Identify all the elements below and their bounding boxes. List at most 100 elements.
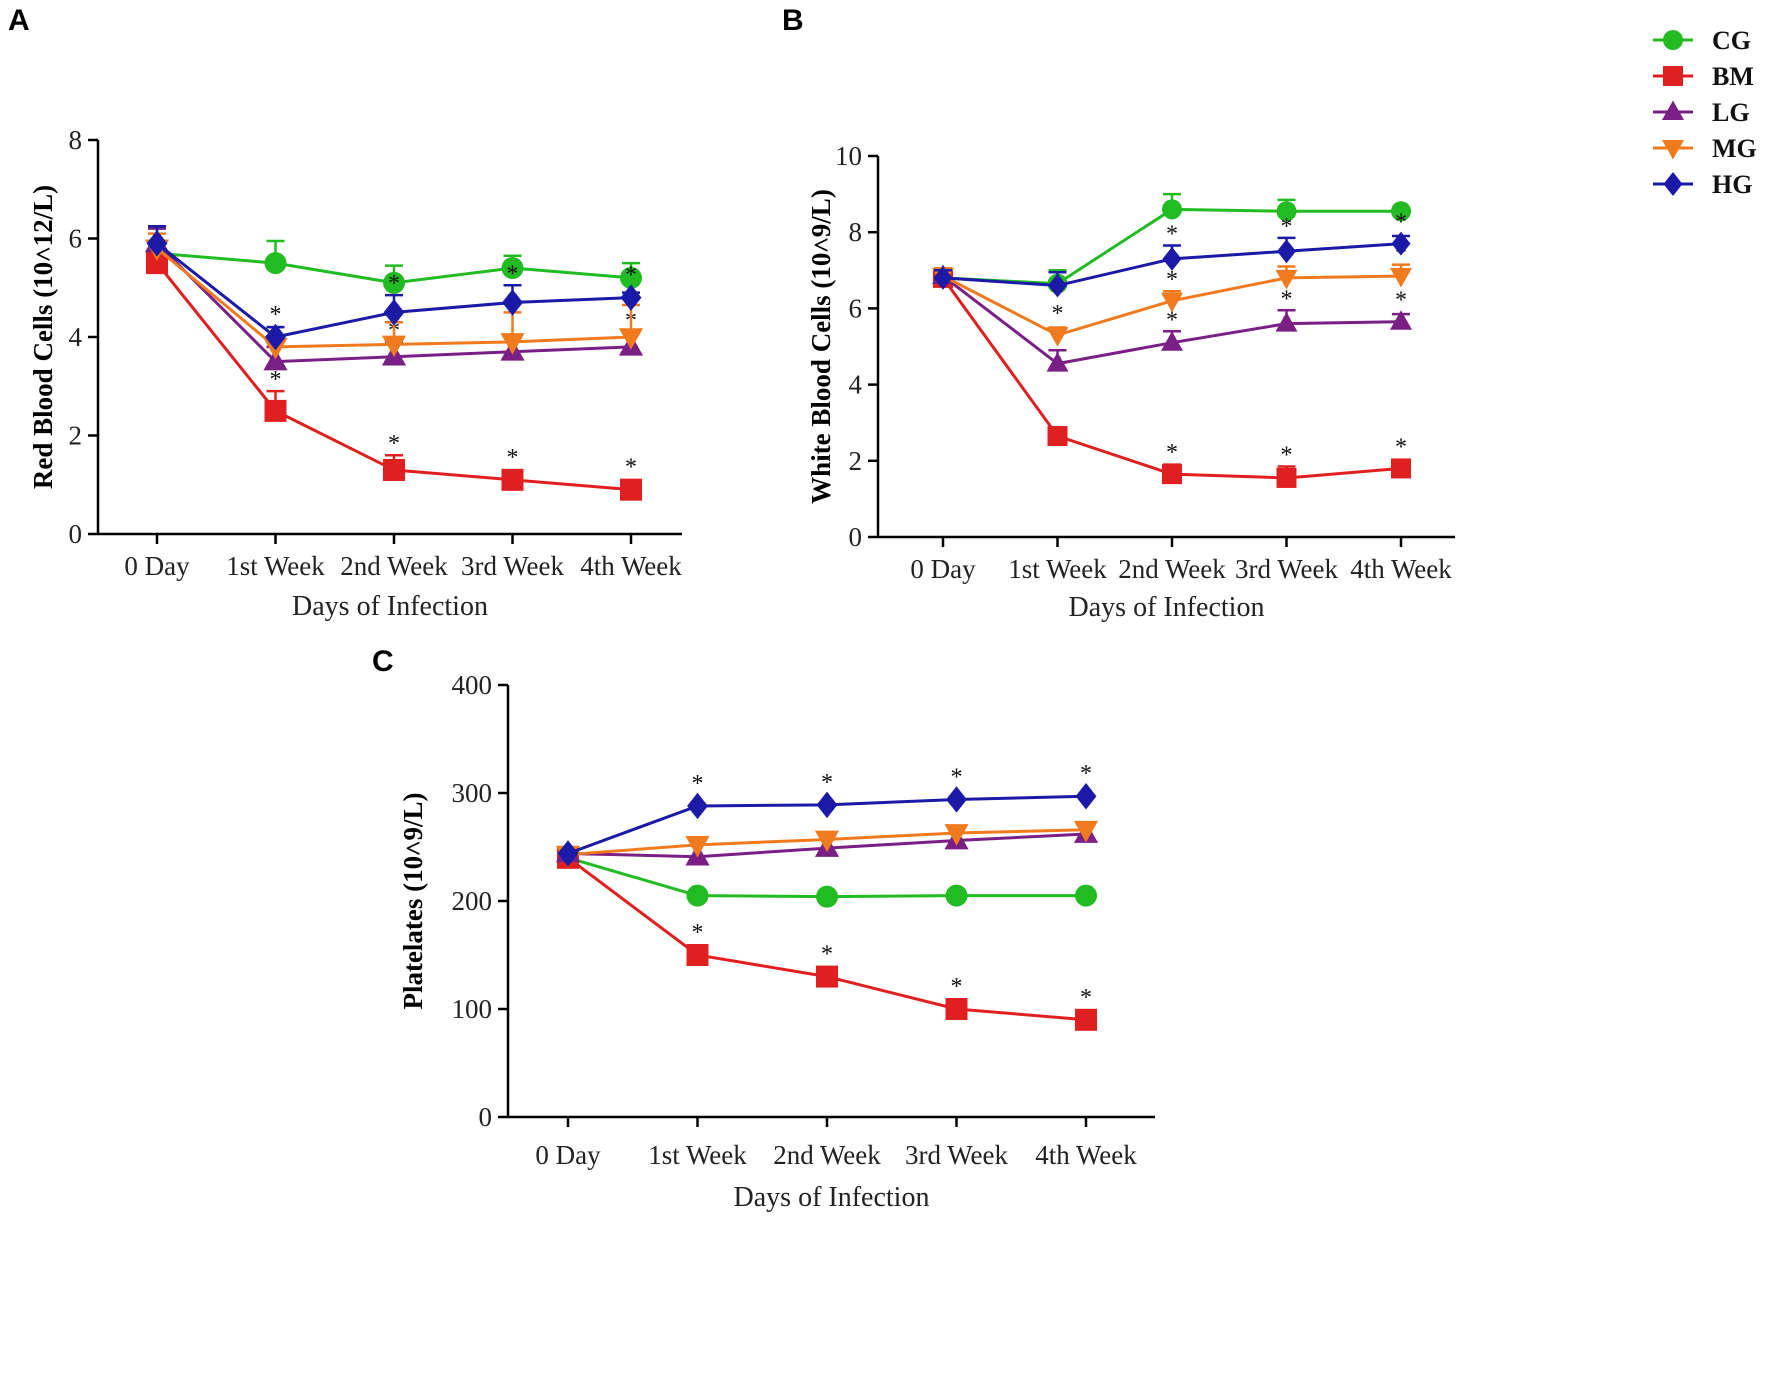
data-point: [618, 328, 644, 350]
significance-star: *: [270, 302, 282, 328]
series-mg: * * * *: [932, 241, 1412, 347]
legend-label: CG: [1712, 26, 1751, 55]
y-tick-label: 100: [452, 994, 493, 1024]
x-tick-label: 2nd Week: [773, 1140, 881, 1170]
y-tick-label: 4: [849, 370, 863, 400]
data-point: [1048, 273, 1067, 298]
y-axis-title: White Blood Cells (10˄9/L): [806, 189, 836, 504]
data-point: [620, 478, 642, 501]
chart-panel-b: B 0 2 4 6 8 10 0 Day 1st Week 2nd Week 3rd Week 4th…: [782, 4, 1455, 623]
panel-letter: C: [372, 645, 394, 678]
data-point: [383, 271, 405, 294]
significance-star: *: [1080, 761, 1092, 787]
x-tick-label: 3rd Week: [1235, 554, 1339, 584]
data-point: [620, 284, 642, 311]
data-point: [1046, 352, 1069, 372]
data-point: [933, 265, 953, 290]
data-point: [1075, 1008, 1097, 1031]
data-point: [1046, 327, 1069, 347]
data-point: [265, 323, 286, 351]
data-point: [1162, 464, 1182, 485]
data-point: [383, 299, 405, 326]
significance-star: *: [692, 771, 704, 797]
legend-marker: [1663, 172, 1683, 196]
data-point: [500, 333, 525, 355]
data-point: [685, 836, 710, 858]
x-tick-label: 3rd Week: [461, 551, 565, 581]
x-axis-title: Days of Infection: [292, 591, 488, 622]
data-point: [501, 468, 524, 491]
significance-star: *: [1080, 985, 1092, 1011]
data-point: [1162, 199, 1182, 220]
data-point: [686, 884, 709, 907]
significance-star: *: [1281, 443, 1293, 469]
x-tick-label: 4th Week: [580, 551, 682, 581]
series-hg: * * * *: [557, 761, 1097, 867]
data-point: [146, 230, 168, 257]
x-tick-label: 2nd Week: [340, 551, 448, 581]
x-tick-label: 2nd Week: [1118, 554, 1226, 584]
data-point: [1390, 268, 1412, 288]
legend-marker: [1662, 100, 1684, 120]
x-tick-label: 4th Week: [1350, 554, 1452, 584]
x-tick-label: 0 Day: [910, 554, 976, 584]
legend-item-lg: LG: [1653, 98, 1750, 127]
x-tick-label: 0 Day: [124, 551, 190, 581]
data-point: [1275, 312, 1298, 332]
significance-star: *: [821, 942, 833, 968]
data-point: [686, 944, 709, 966]
legend-label: HG: [1712, 170, 1752, 199]
data-point: [945, 998, 968, 1020]
x-axis-title: Days of Infection: [1069, 592, 1265, 623]
chart-panel-a: A 0 2 4 6 8 0 Day 1st Week 2nd Week 3rd Week 4th W…: [8, 4, 682, 622]
legend-label: MG: [1712, 134, 1757, 163]
y-axis-title: Red Blood Cells (10˄12/L): [28, 185, 58, 489]
y-tick-label: 6: [69, 224, 83, 254]
y-tick-label: 10: [835, 141, 862, 171]
y-tick-label: 0: [479, 1102, 493, 1132]
data-point: [1161, 292, 1183, 313]
significance-star: *: [1281, 286, 1293, 312]
series-bm: * * * *: [557, 846, 1097, 1031]
significance-star: *: [1166, 267, 1178, 293]
y-tick-label: 2: [69, 421, 83, 451]
data-point: [945, 884, 968, 907]
legend: CG BM LG MG HG: [1653, 26, 1757, 199]
panel-letter: B: [782, 4, 804, 37]
data-point: [264, 399, 287, 422]
data-point: [1276, 201, 1297, 222]
data-point: [381, 335, 407, 358]
data-point: [944, 824, 969, 846]
data-point: [620, 266, 642, 289]
panel-letter: A: [8, 4, 30, 37]
data-point: [1075, 783, 1097, 810]
y-tick-label: 0: [69, 519, 83, 549]
y-tick-label: 0: [849, 522, 863, 552]
significance-star: *: [388, 271, 400, 297]
significance-star: *: [951, 974, 963, 1000]
data-point: [1277, 239, 1296, 264]
significance-star: *: [270, 367, 282, 393]
data-point: [1391, 458, 1411, 479]
significance-star: *: [1395, 210, 1407, 236]
significance-star: *: [625, 263, 637, 289]
data-point: [263, 348, 288, 371]
significance-star: *: [1281, 214, 1293, 240]
significance-star: *: [1052, 301, 1064, 327]
x-tick-label: 1st Week: [1008, 554, 1107, 584]
x-tick-label: 1st Week: [648, 1140, 747, 1170]
data-point: [946, 786, 967, 813]
data-point: [383, 458, 405, 481]
significance-star: *: [821, 770, 833, 796]
data-point: [1276, 467, 1297, 488]
series-hg: * * * *: [146, 224, 642, 351]
data-point: [502, 289, 523, 316]
data-point: [816, 885, 838, 908]
legend-label: BM: [1712, 62, 1754, 91]
y-tick-label: 400: [452, 670, 493, 700]
y-axis-title: Platelates (10˄9/L): [398, 792, 428, 1009]
x-tick-label: 0 Day: [535, 1140, 601, 1170]
y-tick-label: 300: [452, 778, 493, 808]
legend-label: LG: [1712, 98, 1750, 127]
